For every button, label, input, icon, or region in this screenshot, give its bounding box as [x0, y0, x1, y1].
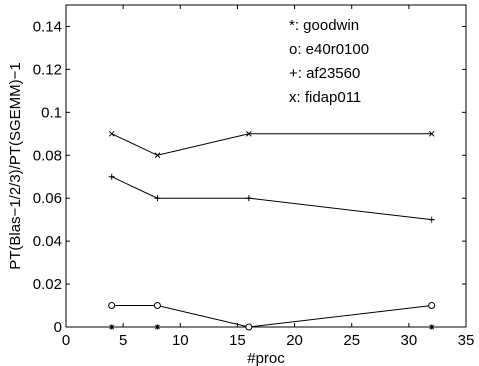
x-tick-label: 15: [229, 332, 246, 349]
y-tick-label: 0.06: [33, 190, 62, 207]
y-tick-label: 0.04: [33, 233, 62, 250]
x-tick-label: 5: [119, 332, 127, 349]
legend-entry-e40r0100: o: e40r0100: [289, 41, 369, 58]
series-line-fidap011: [111, 133, 432, 156]
series-af23560: [108, 173, 435, 223]
data-point-e40r0100: [428, 302, 436, 310]
legend-entry-af23560: +: af23560: [289, 65, 360, 82]
x-axis-label: #proc: [247, 350, 285, 366]
x-tick-label: 20: [286, 332, 303, 349]
y-tick-label: 0.02: [33, 276, 62, 293]
data-point-goodwin: [154, 324, 160, 330]
x-tick-label: 0: [62, 332, 70, 349]
series-e40r0100: [108, 302, 436, 331]
plot-frame: [65, 4, 467, 328]
x-tick-label: 25: [343, 332, 360, 349]
data-point-e40r0100: [153, 302, 161, 310]
series-goodwin: [109, 324, 435, 330]
data-point-af23560: [428, 216, 435, 223]
legend-entry-goodwin: *: goodwin: [289, 17, 359, 34]
legend-entry-fidap011: x: fidap011: [289, 89, 361, 106]
y-tick-label: 0.08: [33, 147, 62, 164]
x-tick-label: 30: [401, 332, 418, 349]
data-point-goodwin: [109, 324, 115, 330]
data-point-af23560: [108, 173, 115, 180]
y-axis-ticks: 0 0.02 0.04 0.06 0.08 0.1 0.12 0.14: [33, 18, 466, 336]
plot-area-border: [65, 4, 467, 328]
data-point-e40r0100: [108, 302, 116, 310]
data-point-goodwin: [429, 324, 435, 330]
data-point-af23560: [245, 195, 252, 202]
y-axis-label: PT(Blas−1/2/3)/PT(SGEMM)−1: [7, 62, 24, 270]
series-layer: [108, 130, 436, 331]
series-line-e40r0100: [111, 305, 432, 328]
y-tick-label: 0.1: [41, 104, 62, 121]
y-tick-label: 0.14: [33, 18, 62, 35]
y-tick-label: 0: [54, 319, 62, 336]
data-point-fidap011: [428, 130, 435, 137]
x-tick-label: 10: [172, 332, 189, 349]
data-point-fidap011: [108, 130, 115, 137]
x-axis-ticks: 0 5 10 15 20 25 30 35: [62, 5, 475, 349]
data-point-fidap011: [246, 130, 252, 137]
data-point-af23560: [154, 195, 161, 202]
x-tick-label: 35: [458, 332, 475, 349]
legend: *: goodwin o: e40r0100 +: af23560 x: fid…: [289, 17, 369, 106]
series-fidap011: [108, 130, 435, 159]
data-point-e40r0100: [245, 323, 253, 331]
series-line-af23560: [111, 176, 432, 221]
data-point-fidap011: [154, 152, 161, 159]
y-tick-label: 0.12: [33, 61, 62, 78]
